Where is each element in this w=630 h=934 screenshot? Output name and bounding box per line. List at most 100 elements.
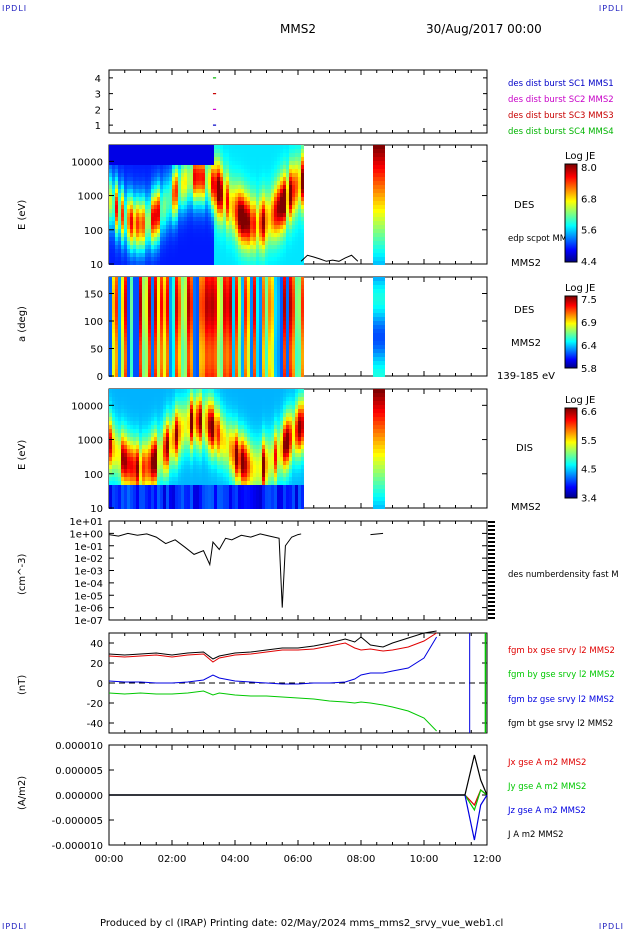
density-side-block [488,613,495,615]
current-line-0 [109,789,488,807]
legend-by: fgm by gse srvy l2 MMS2 [508,670,615,680]
corner-label-bottom-right: IPDLI [598,922,624,931]
burst-y-tick-label: 3 [95,90,101,101]
side-label-dis: DIS [516,443,533,454]
dis-energy-y-tick-label: 10 [90,504,103,515]
colorbar-des-energy-border [564,163,578,263]
density-side-block [488,525,495,527]
x-tick-label: 12:00 [473,854,502,865]
colorbar-pitch-angle-border [564,295,578,369]
legend-jx: Jx gse A m2 MMS2 [508,758,587,768]
side-label-des-pa: DES [514,305,535,316]
pitch-angle-spectrogram-cells [109,277,385,377]
x-tick-label: 10:00 [410,854,439,865]
pitch-angle-y-tick-label: 0 [97,372,103,383]
colorbar-dis-energy [565,408,577,498]
density-y-tick-label: 1e-05 [74,591,103,602]
density-side-block [488,541,495,543]
density-y-tick-label: 1e+01 [69,517,103,528]
legend-bz: fgm bz gse srvy l2 MMS2 [508,695,615,705]
colorbar-pitch-angle-tick-label: 6.4 [581,341,597,352]
legend-bt: fgm bt gse srvy l2 MMS2 [508,719,614,729]
density-side-block [488,597,495,599]
colorbar-pitch-angle [565,296,577,368]
density-y-tick-label: 1e-04 [74,579,103,590]
colorbar-dis-energy-tick-label: 5.5 [581,436,597,447]
density-side-block [488,537,495,539]
x-tick-label: 08:00 [347,854,376,865]
current-y-tick-label: -0.000005 [52,816,103,827]
field-line-2 [108,636,438,685]
plot-title: MMS2 [280,22,316,36]
density-y-tick-label: 1e-06 [74,604,103,615]
scpot-line [300,254,359,262]
pitch-angle-y-tick-label: 150 [84,290,103,301]
colorbar-dis-energy-border [564,407,578,499]
density-side-block [488,593,495,595]
x-tick-label: 06:00 [284,854,313,865]
density-y-tick-label: 1e-03 [74,567,103,578]
x-tick-label: 04:00 [221,854,250,865]
density-side-block [488,605,495,607]
density-side-block [488,545,495,547]
current-y-tick-label: 0.000005 [55,766,103,777]
colorbar-des-energy-tick-label: 4.4 [581,257,597,268]
des-energy-y-tick-label: 10000 [71,157,103,168]
current-y-tick-label: -0.000010 [52,841,103,852]
colorbar-des-energy-tick-label: 6.8 [581,194,597,205]
density-side-block [488,533,495,535]
colorbar-des-energy [565,164,577,262]
colorbar-dis-energy-tick-label: 3.4 [581,493,597,504]
dis-energy-y-tick-label: 1000 [78,436,103,447]
density-side-block [488,617,495,619]
legend-bx: fgm bx gse srvy l2 MMS2 [508,646,615,656]
legend-jy: Jy gse A m2 MMS2 [508,782,587,792]
colorbar-dis-energy-tick-label: 6.6 [581,407,597,418]
field-line-0 [108,632,437,663]
footer-credit: Produced by cl (IRAP) Printing date: 02/… [100,918,504,929]
pitch-angle-y-tick-label: 100 [84,317,103,328]
colorbar-dis-energy-tick-label: 4.5 [581,465,597,476]
colorbar-title-2: Log JE [565,283,596,294]
side-label-scpot: edp scpot MMS2 [508,234,578,244]
des-energy-y-tick-label: 1000 [78,192,103,203]
panel-burst-frame [108,69,488,134]
current-line-3 [109,754,488,796]
side-label-mms2-c: MMS2 [511,502,541,513]
density-side-block [488,565,495,567]
density-line [108,532,302,608]
legend-jtotal: J A m2 MMS2 [508,830,564,840]
field-y-tick-label: -20 [87,699,103,710]
density-side-block [488,521,495,523]
legend-jz: Jz gse A m2 MMS2 [508,806,586,816]
density-y-tick-label: 1e-02 [74,554,103,565]
density-side-block [488,589,495,591]
burst-y-tick-label: 4 [95,74,101,85]
side-label-mms2-a: MMS2 [511,258,541,269]
dis-energy-y-tick-label: 10000 [71,401,103,412]
density-side-block [488,529,495,531]
colorbar-des-energy-tick-label: 5.6 [581,226,597,237]
colorbar-pitch-angle-tick-label: 5.8 [581,364,597,375]
current-y-tick-label: 0.000000 [55,791,103,802]
density-side-block [488,553,495,555]
field-y-tick-label: 40 [90,639,103,650]
colorbar-title-3: Log JE [565,395,596,406]
current-y-tick-label: 0.000010 [55,741,103,752]
density-side-block [488,609,495,611]
side-label-energy-range: 139-185 eV [497,371,555,382]
density-segment [370,532,384,536]
side-label-mms2-b: MMS2 [511,338,541,349]
colorbar-pitch-angle-tick-label: 7.5 [581,295,597,306]
field-y-tick-label: 0 [97,679,103,690]
side-label-des: DES [514,200,535,211]
panel-density-frame [108,520,488,621]
corner-label-top-left: IPDLI [2,4,28,13]
density-y-tick-label: 1e-07 [74,616,103,627]
field-y-tick-label: -40 [87,719,103,730]
colorbar-des-energy-tick-label: 8.0 [581,163,597,174]
density-side-block [488,549,495,551]
colorbar-title-1: Log JE [565,151,596,162]
corner-label-bottom-left: IPDLI [2,922,28,931]
